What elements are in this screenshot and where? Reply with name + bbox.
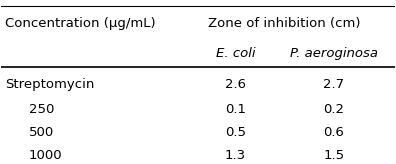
Text: 2.6: 2.6 (225, 78, 246, 91)
Text: 2.7: 2.7 (323, 78, 344, 91)
Text: Concentration (μg/mL): Concentration (μg/mL) (5, 17, 156, 30)
Text: Zone of inhibition (cm): Zone of inhibition (cm) (208, 17, 361, 30)
Text: 1.5: 1.5 (323, 149, 344, 162)
Text: 1000: 1000 (29, 149, 63, 162)
Text: 1.3: 1.3 (225, 149, 246, 162)
Text: 0.2: 0.2 (323, 102, 344, 116)
Text: P. aeroginosa: P. aeroginosa (289, 47, 378, 60)
Text: 0.1: 0.1 (225, 102, 246, 116)
Text: 250: 250 (29, 102, 54, 116)
Text: E. coli: E. coli (215, 47, 255, 60)
Text: 500: 500 (29, 125, 54, 139)
Text: 0.5: 0.5 (225, 125, 246, 139)
Text: Streptomycin: Streptomycin (5, 78, 95, 91)
Text: 0.6: 0.6 (323, 125, 344, 139)
